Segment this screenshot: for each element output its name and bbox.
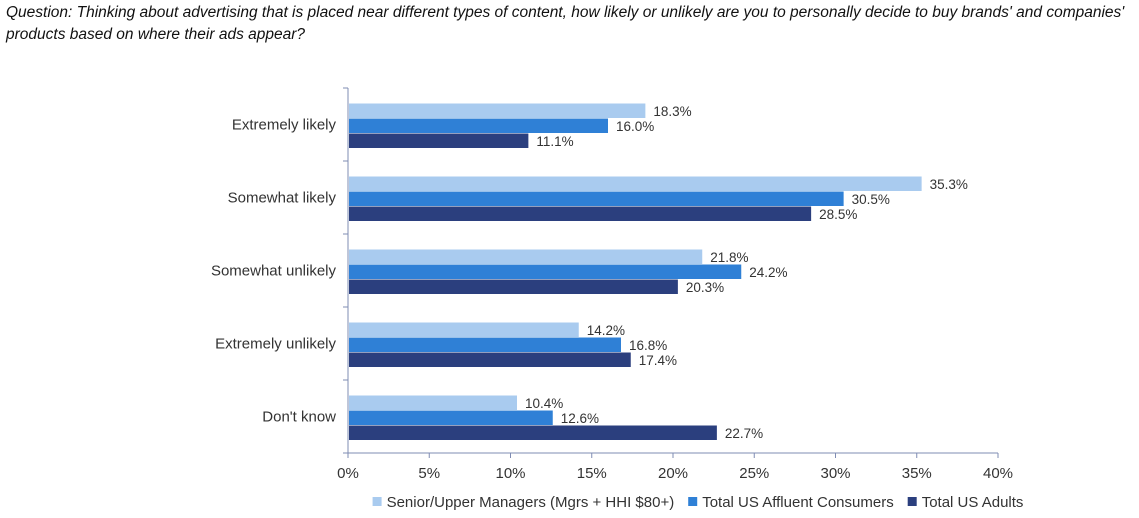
data-label-2-3: 24.2%: [749, 265, 787, 280]
data-label-1-5: 10.4%: [525, 396, 563, 411]
x-tick-label: 5%: [418, 465, 440, 482]
data-label-1-1: 18.3%: [653, 104, 691, 119]
x-tick-label: 40%: [983, 465, 1013, 482]
x-tick-label: 0%: [337, 465, 359, 482]
data-label-3-1: 11.1%: [536, 134, 573, 149]
legend-item-2: Total US Affluent Consumers: [688, 494, 894, 511]
bar-3-2: [349, 206, 812, 221]
axes-group: Extremely likely Somewhat likely Somewhat …: [211, 87, 1013, 482]
legend-item-1: Senior/Upper Managers (Mgrs + HHI $80+): [372, 494, 675, 511]
category-label-1: Extremely likely: [232, 117, 337, 134]
x-tick-label: 30%: [820, 465, 850, 482]
bar-2-4: [349, 337, 621, 352]
data-labels-group: 18.3%16.0% 11.1% 35.3% 30.5%28.5% 21.8%24.2%…: [525, 104, 968, 441]
bar-1-1: [349, 103, 646, 118]
data-label-3-5: 22.7%: [725, 426, 763, 441]
bar-3-1: [349, 133, 529, 148]
legend: Senior/Upper Managers (Mgrs + HHI $80+) T…: [372, 494, 1024, 511]
x-tick-label: 25%: [739, 465, 769, 482]
x-tick-label: 10%: [495, 465, 525, 482]
bars-group: [349, 103, 922, 440]
data-label-2-1: 16.0%: [616, 119, 654, 134]
x-tick-label: 35%: [902, 465, 932, 482]
data-label-2-4: 16.8%: [629, 338, 667, 353]
category-label-3: Somewhat unlikely: [211, 263, 337, 280]
x-tick-label: 15%: [577, 465, 607, 482]
legend-swatch: [688, 497, 698, 506]
bar-2-3: [349, 264, 742, 279]
bar-2-2: [349, 191, 844, 206]
bar-3-5: [349, 425, 717, 440]
x-tick-label: 20%: [658, 465, 688, 482]
category-label-4: Extremely unlikely: [215, 336, 336, 353]
bar-3-4: [349, 352, 631, 367]
data-label-3-2: 28.5%: [819, 207, 857, 222]
bar-1-5: [349, 395, 517, 410]
data-label-3-3: 20.3%: [686, 280, 724, 295]
bar-1-2: [349, 176, 922, 191]
legend-label: Senior/Upper Managers (Mgrs + HHI $80+): [387, 494, 675, 511]
data-label-2-2: 30.5%: [852, 192, 890, 207]
bar-2-1: [349, 118, 608, 133]
bar-1-4: [349, 322, 579, 337]
bar-1-3: [349, 249, 703, 264]
legend-label: Total US Adults: [922, 494, 1024, 511]
category-label-2: Somewhat likely: [228, 190, 337, 207]
data-label-2-5: 12.6%: [561, 411, 599, 426]
bar-3-3: [349, 279, 678, 294]
data-label-1-4: 14.2%: [587, 323, 625, 338]
category-label-5: Don't know: [262, 409, 336, 426]
legend-label: Total US Affluent Consumers: [702, 494, 893, 511]
data-label-1-3: 21.8%: [710, 250, 748, 265]
legend-item-3: Total US Adults: [907, 494, 1024, 511]
legend-swatch: [907, 497, 917, 506]
bar-2-5: [349, 410, 553, 425]
data-label-1-2: 35.3%: [930, 177, 968, 192]
legend-swatch: [372, 497, 382, 506]
data-label-3-4: 17.4%: [639, 353, 677, 368]
question-text: Question: Thinking about advertising tha…: [6, 4, 1125, 43]
